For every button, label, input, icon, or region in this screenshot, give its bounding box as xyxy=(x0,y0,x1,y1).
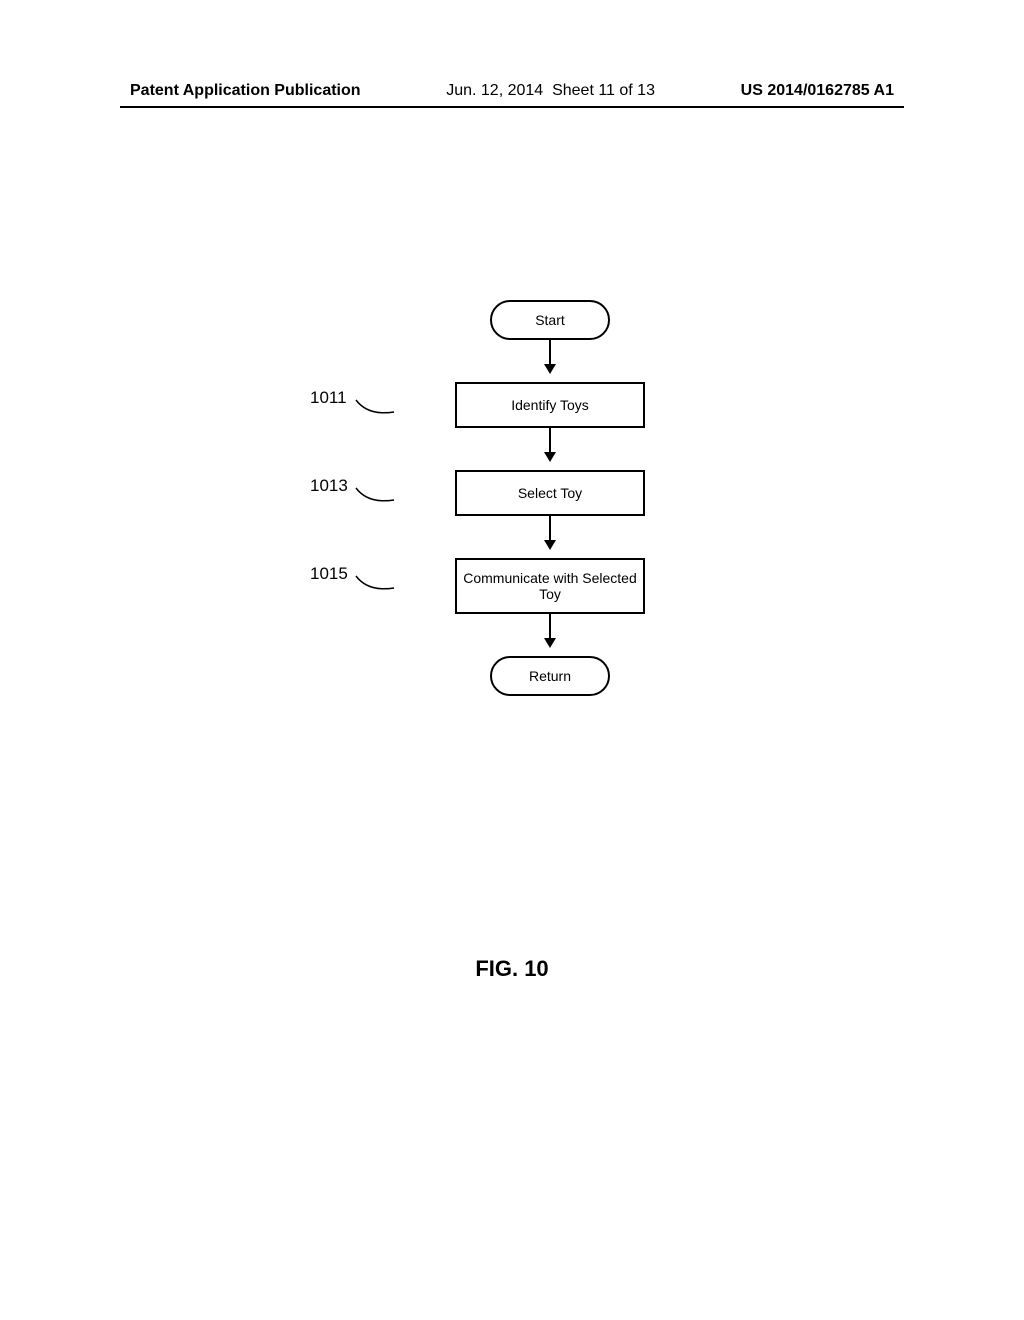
leader-line-icon xyxy=(354,574,396,600)
terminator-start-label: Start xyxy=(535,312,565,328)
flowchart-edge xyxy=(380,428,720,470)
process-label: Select Toy xyxy=(518,485,582,501)
process-communicate: Communicate with Selected Toy xyxy=(455,558,645,614)
flowchart: Start 1011 Identify Toys 1013 Select Toy… xyxy=(380,300,720,696)
terminator-return-label: Return xyxy=(529,668,571,684)
leader-line-icon xyxy=(354,398,396,424)
flowchart-edge xyxy=(380,340,720,382)
process-identify-toys: Identify Toys xyxy=(455,382,645,428)
header-date-sheet: Jun. 12, 2014 Sheet 11 of 13 xyxy=(446,82,655,100)
ref-label-1015: 1015 xyxy=(310,564,348,584)
arrow-icon xyxy=(549,516,551,548)
flowchart-node-1015: 1015 Communicate with Selected Toy xyxy=(380,558,720,614)
arrow-icon xyxy=(549,340,551,372)
header-pubnum: US 2014/0162785 A1 xyxy=(741,82,894,100)
flowchart-node-1011: 1011 Identify Toys xyxy=(380,382,720,428)
leader-line-icon xyxy=(354,486,396,512)
ref-label-1011: 1011 xyxy=(310,388,347,408)
header-publication-type: Patent Application Publication xyxy=(130,82,361,100)
arrow-icon xyxy=(549,428,551,460)
flowchart-node-start: Start xyxy=(380,300,720,340)
process-label: Communicate with Selected Toy xyxy=(463,570,637,602)
arrow-icon xyxy=(549,614,551,646)
header-sheet: Sheet 11 of 13 xyxy=(552,82,655,99)
header-date: Jun. 12, 2014 xyxy=(446,82,543,99)
terminator-start: Start xyxy=(490,300,610,340)
figure-caption: FIG. 10 xyxy=(0,956,1024,982)
process-select-toy: Select Toy xyxy=(455,470,645,516)
process-label: Identify Toys xyxy=(511,397,589,413)
flowchart-node-return: Return xyxy=(380,656,720,696)
header-rule xyxy=(120,106,904,108)
terminator-return: Return xyxy=(490,656,610,696)
flowchart-node-1013: 1013 Select Toy xyxy=(380,470,720,516)
ref-label-1013: 1013 xyxy=(310,476,348,496)
flowchart-edge xyxy=(380,614,720,656)
page-header: Patent Application Publication Jun. 12, … xyxy=(0,82,1024,100)
flowchart-edge xyxy=(380,516,720,558)
